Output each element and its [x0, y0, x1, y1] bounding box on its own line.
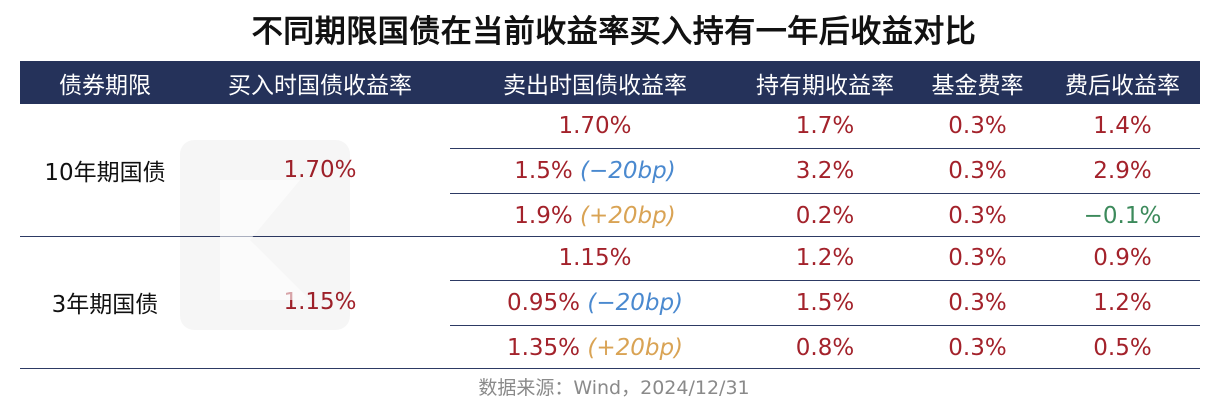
fund-fee-cell: 0.3% — [948, 113, 1007, 139]
fund-fee-cell: 0.3% — [948, 203, 1007, 229]
fund-fee-cell: 0.3% — [948, 158, 1007, 184]
table-row: 1.5% (−20bp) 3.2% 0.3% 2.9% — [450, 149, 1200, 194]
header-net-return: 费后收益率 — [1065, 72, 1180, 99]
hold-return-cell: 0.8% — [795, 335, 855, 361]
group-buy-yield: 1.15% — [283, 289, 357, 315]
table-header: 债券期限 买入时国债收益率 卖出时国债收益率 持有期收益率 基金费率 费后收益率 — [20, 61, 1200, 104]
hold-return-cell: 1.7% — [795, 113, 855, 139]
data-source-note: 数据来源：Wind，2024/12/31 — [478, 377, 750, 399]
header-hold-return: 持有期收益率 — [756, 72, 894, 99]
sell-yield-cell: 0.95% (−20bp) — [506, 290, 684, 316]
sell-yield-cell: 1.70% — [558, 113, 632, 139]
net-return-cell: 0.9% — [1093, 245, 1152, 271]
hold-return-cell: 3.2% — [795, 158, 855, 184]
net-return-cell: 1.4% — [1093, 113, 1152, 139]
net-return-cell: 0.5% — [1093, 335, 1152, 361]
sell-yield-cell: 1.5% (−20bp) — [514, 158, 676, 184]
table-group-10y: 10年期国债 1.70% 1.70% 1.7% 0.3% 1.4% 1.5% (… — [20, 104, 1200, 236]
table-row: 1.9% (+20bp) 0.2% 0.3% −0.1% — [450, 194, 1200, 238]
table-bottom-rule — [20, 368, 1200, 369]
net-return-cell: 2.9% — [1093, 158, 1152, 184]
table-row: 0.95% (−20bp) 1.5% 0.3% 1.2% — [450, 281, 1200, 326]
fund-fee-cell: 0.3% — [948, 245, 1007, 271]
table-row: 1.70% 1.7% 0.3% 1.4% — [450, 104, 1200, 149]
sell-yield-cell: 1.9% (+20bp) — [514, 203, 676, 229]
group-term-label: 3年期国债 — [51, 292, 159, 318]
table-title: 不同期限国债在当前收益率买入持有一年后收益对比 — [251, 14, 977, 50]
bp-change-label: (−20bp) — [580, 158, 676, 184]
table-row: 1.15% 1.2% 0.3% 0.9% — [450, 236, 1200, 281]
group-term-label: 10年期国债 — [44, 160, 166, 186]
bp-change-label: (+20bp) — [580, 203, 676, 229]
header-fund-fee: 基金费率 — [931, 72, 1024, 99]
group-buy-yield: 1.70% — [283, 157, 357, 183]
hold-return-cell: 1.2% — [795, 245, 855, 271]
table-group-3y: 3年期国债 1.15% 1.15% 1.2% 0.3% 0.9% 0.95% (… — [20, 236, 1200, 368]
net-return-cell: −0.1% — [1083, 203, 1162, 229]
comparison-table: 债券期限 买入时国债收益率 卖出时国债收益率 持有期收益率 基金费率 费后收益率… — [20, 61, 1200, 369]
hold-return-cell: 0.2% — [795, 203, 855, 229]
fund-fee-cell: 0.3% — [948, 290, 1007, 316]
header-term: 债券期限 — [59, 72, 151, 99]
hold-return-cell: 1.5% — [795, 290, 855, 316]
header-sell-yield: 卖出时国债收益率 — [503, 72, 687, 99]
table-row: 1.35% (+20bp) 0.8% 0.3% 0.5% — [450, 326, 1200, 370]
sell-yield-cell: 1.15% — [558, 245, 632, 271]
header-buy-yield: 买入时国债收益率 — [228, 72, 412, 99]
sell-yield-cell: 1.35% (+20bp) — [506, 335, 684, 361]
bp-change-label: (−20bp) — [587, 290, 684, 316]
net-return-cell: 1.2% — [1093, 290, 1152, 316]
group-divider — [20, 236, 1200, 237]
fund-fee-cell: 0.3% — [948, 335, 1007, 361]
bp-change-label: (+20bp) — [587, 335, 684, 361]
